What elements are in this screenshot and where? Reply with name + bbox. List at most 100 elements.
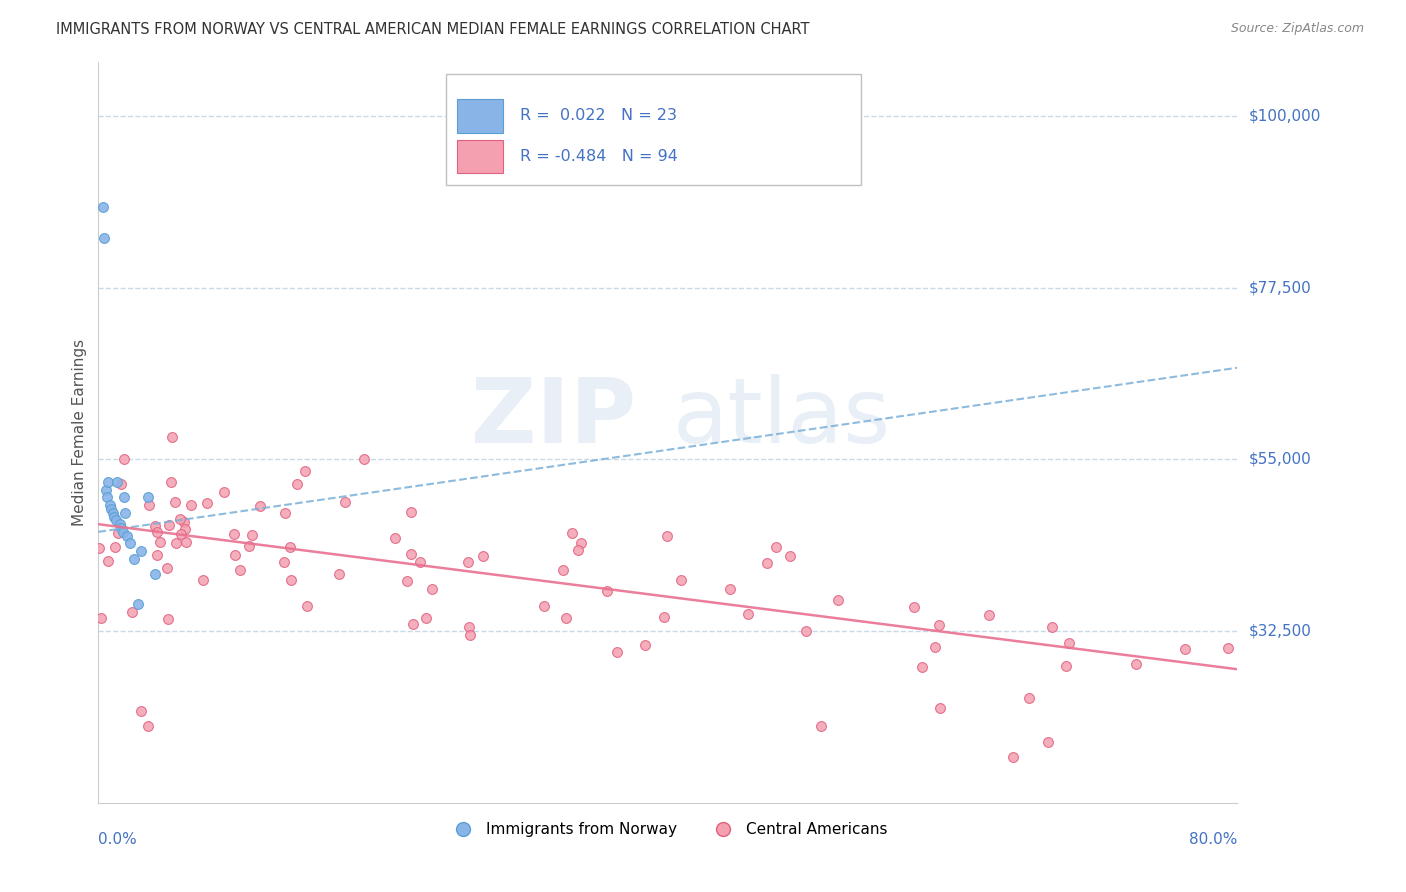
Point bbox=[87, 541, 110, 556]
Point bbox=[114, 506, 136, 520]
Point bbox=[112, 491, 135, 505]
Point bbox=[94, 483, 117, 497]
Point bbox=[287, 477, 309, 491]
Point bbox=[169, 512, 191, 526]
Point bbox=[779, 549, 801, 564]
Point bbox=[195, 496, 218, 510]
Y-axis label: Median Female Earnings: Median Female Earnings bbox=[72, 339, 87, 526]
Text: 80.0%: 80.0% bbox=[1189, 832, 1237, 847]
Point bbox=[396, 574, 419, 588]
Point bbox=[606, 645, 628, 659]
Point bbox=[224, 548, 246, 562]
Point bbox=[157, 612, 180, 626]
Point bbox=[567, 543, 589, 558]
Point bbox=[274, 506, 297, 520]
Point bbox=[145, 566, 167, 581]
Point bbox=[596, 584, 619, 599]
Point bbox=[471, 549, 494, 563]
Point bbox=[928, 701, 950, 715]
Point bbox=[1018, 691, 1040, 706]
Point bbox=[238, 539, 260, 553]
Point bbox=[1174, 641, 1197, 656]
Text: $55,000: $55,000 bbox=[1249, 452, 1312, 467]
Point bbox=[101, 506, 124, 520]
Point bbox=[122, 551, 145, 566]
FancyBboxPatch shape bbox=[446, 73, 862, 185]
Point bbox=[174, 522, 197, 536]
Point bbox=[399, 547, 422, 561]
Point bbox=[162, 429, 184, 443]
Point bbox=[129, 704, 152, 718]
Point bbox=[280, 573, 302, 587]
Point bbox=[136, 491, 159, 505]
Point bbox=[408, 555, 430, 569]
Text: R = -0.484   N = 94: R = -0.484 N = 94 bbox=[520, 149, 678, 164]
Text: R =  0.022   N = 23: R = 0.022 N = 23 bbox=[520, 108, 676, 123]
Point bbox=[457, 555, 479, 569]
Point bbox=[110, 477, 132, 491]
Text: atlas: atlas bbox=[672, 374, 891, 462]
Point bbox=[810, 719, 832, 733]
Point bbox=[143, 519, 166, 533]
Point bbox=[924, 640, 946, 654]
Point bbox=[112, 452, 135, 467]
Text: ZIP: ZIP bbox=[471, 374, 637, 462]
Point bbox=[127, 598, 149, 612]
Text: $100,000: $100,000 bbox=[1249, 108, 1320, 123]
Bar bbox=[457, 140, 503, 173]
Point bbox=[149, 535, 172, 549]
Bar bbox=[457, 99, 503, 133]
Point bbox=[1125, 657, 1147, 671]
Point bbox=[655, 529, 678, 543]
Point bbox=[1038, 735, 1060, 749]
Point bbox=[457, 620, 479, 634]
Point bbox=[1054, 659, 1077, 673]
Point bbox=[110, 521, 132, 535]
Text: IMMIGRANTS FROM NORWAY VS CENTRAL AMERICAN MEDIAN FEMALE EARNINGS CORRELATION CH: IMMIGRANTS FROM NORWAY VS CENTRAL AMERIC… bbox=[56, 22, 810, 37]
Point bbox=[928, 617, 950, 632]
Point bbox=[555, 611, 578, 625]
Point bbox=[224, 527, 246, 541]
Point bbox=[103, 509, 125, 524]
Point bbox=[159, 475, 181, 490]
Point bbox=[328, 566, 350, 581]
Point bbox=[107, 526, 129, 541]
Point bbox=[420, 582, 443, 597]
Point bbox=[105, 475, 128, 490]
Point bbox=[756, 556, 779, 570]
Point bbox=[91, 201, 114, 215]
Point bbox=[174, 535, 197, 549]
Point bbox=[353, 451, 375, 466]
Text: $32,500: $32,500 bbox=[1249, 624, 1312, 639]
Point bbox=[104, 513, 127, 527]
Point bbox=[294, 464, 316, 478]
Point bbox=[166, 536, 188, 550]
Point bbox=[100, 502, 122, 516]
Point bbox=[97, 554, 120, 568]
Point bbox=[765, 541, 787, 555]
Point bbox=[333, 494, 356, 508]
Point bbox=[1002, 750, 1025, 764]
Point bbox=[571, 535, 593, 549]
Point bbox=[911, 660, 934, 674]
Point bbox=[399, 505, 422, 519]
Point bbox=[146, 549, 169, 563]
Point bbox=[1040, 620, 1063, 634]
Point bbox=[402, 616, 425, 631]
Point bbox=[551, 563, 574, 577]
Text: $77,500: $77,500 bbox=[1249, 280, 1312, 295]
Point bbox=[136, 719, 159, 733]
Point bbox=[108, 517, 131, 532]
Point bbox=[977, 607, 1000, 622]
Point bbox=[654, 610, 676, 624]
Point bbox=[718, 582, 741, 596]
Point bbox=[297, 599, 319, 614]
Point bbox=[90, 611, 112, 625]
Point bbox=[533, 599, 555, 613]
Point bbox=[104, 540, 127, 554]
Point bbox=[138, 498, 160, 512]
Point bbox=[173, 516, 195, 530]
Point bbox=[903, 600, 925, 615]
Point bbox=[191, 573, 214, 587]
Point bbox=[278, 540, 301, 554]
